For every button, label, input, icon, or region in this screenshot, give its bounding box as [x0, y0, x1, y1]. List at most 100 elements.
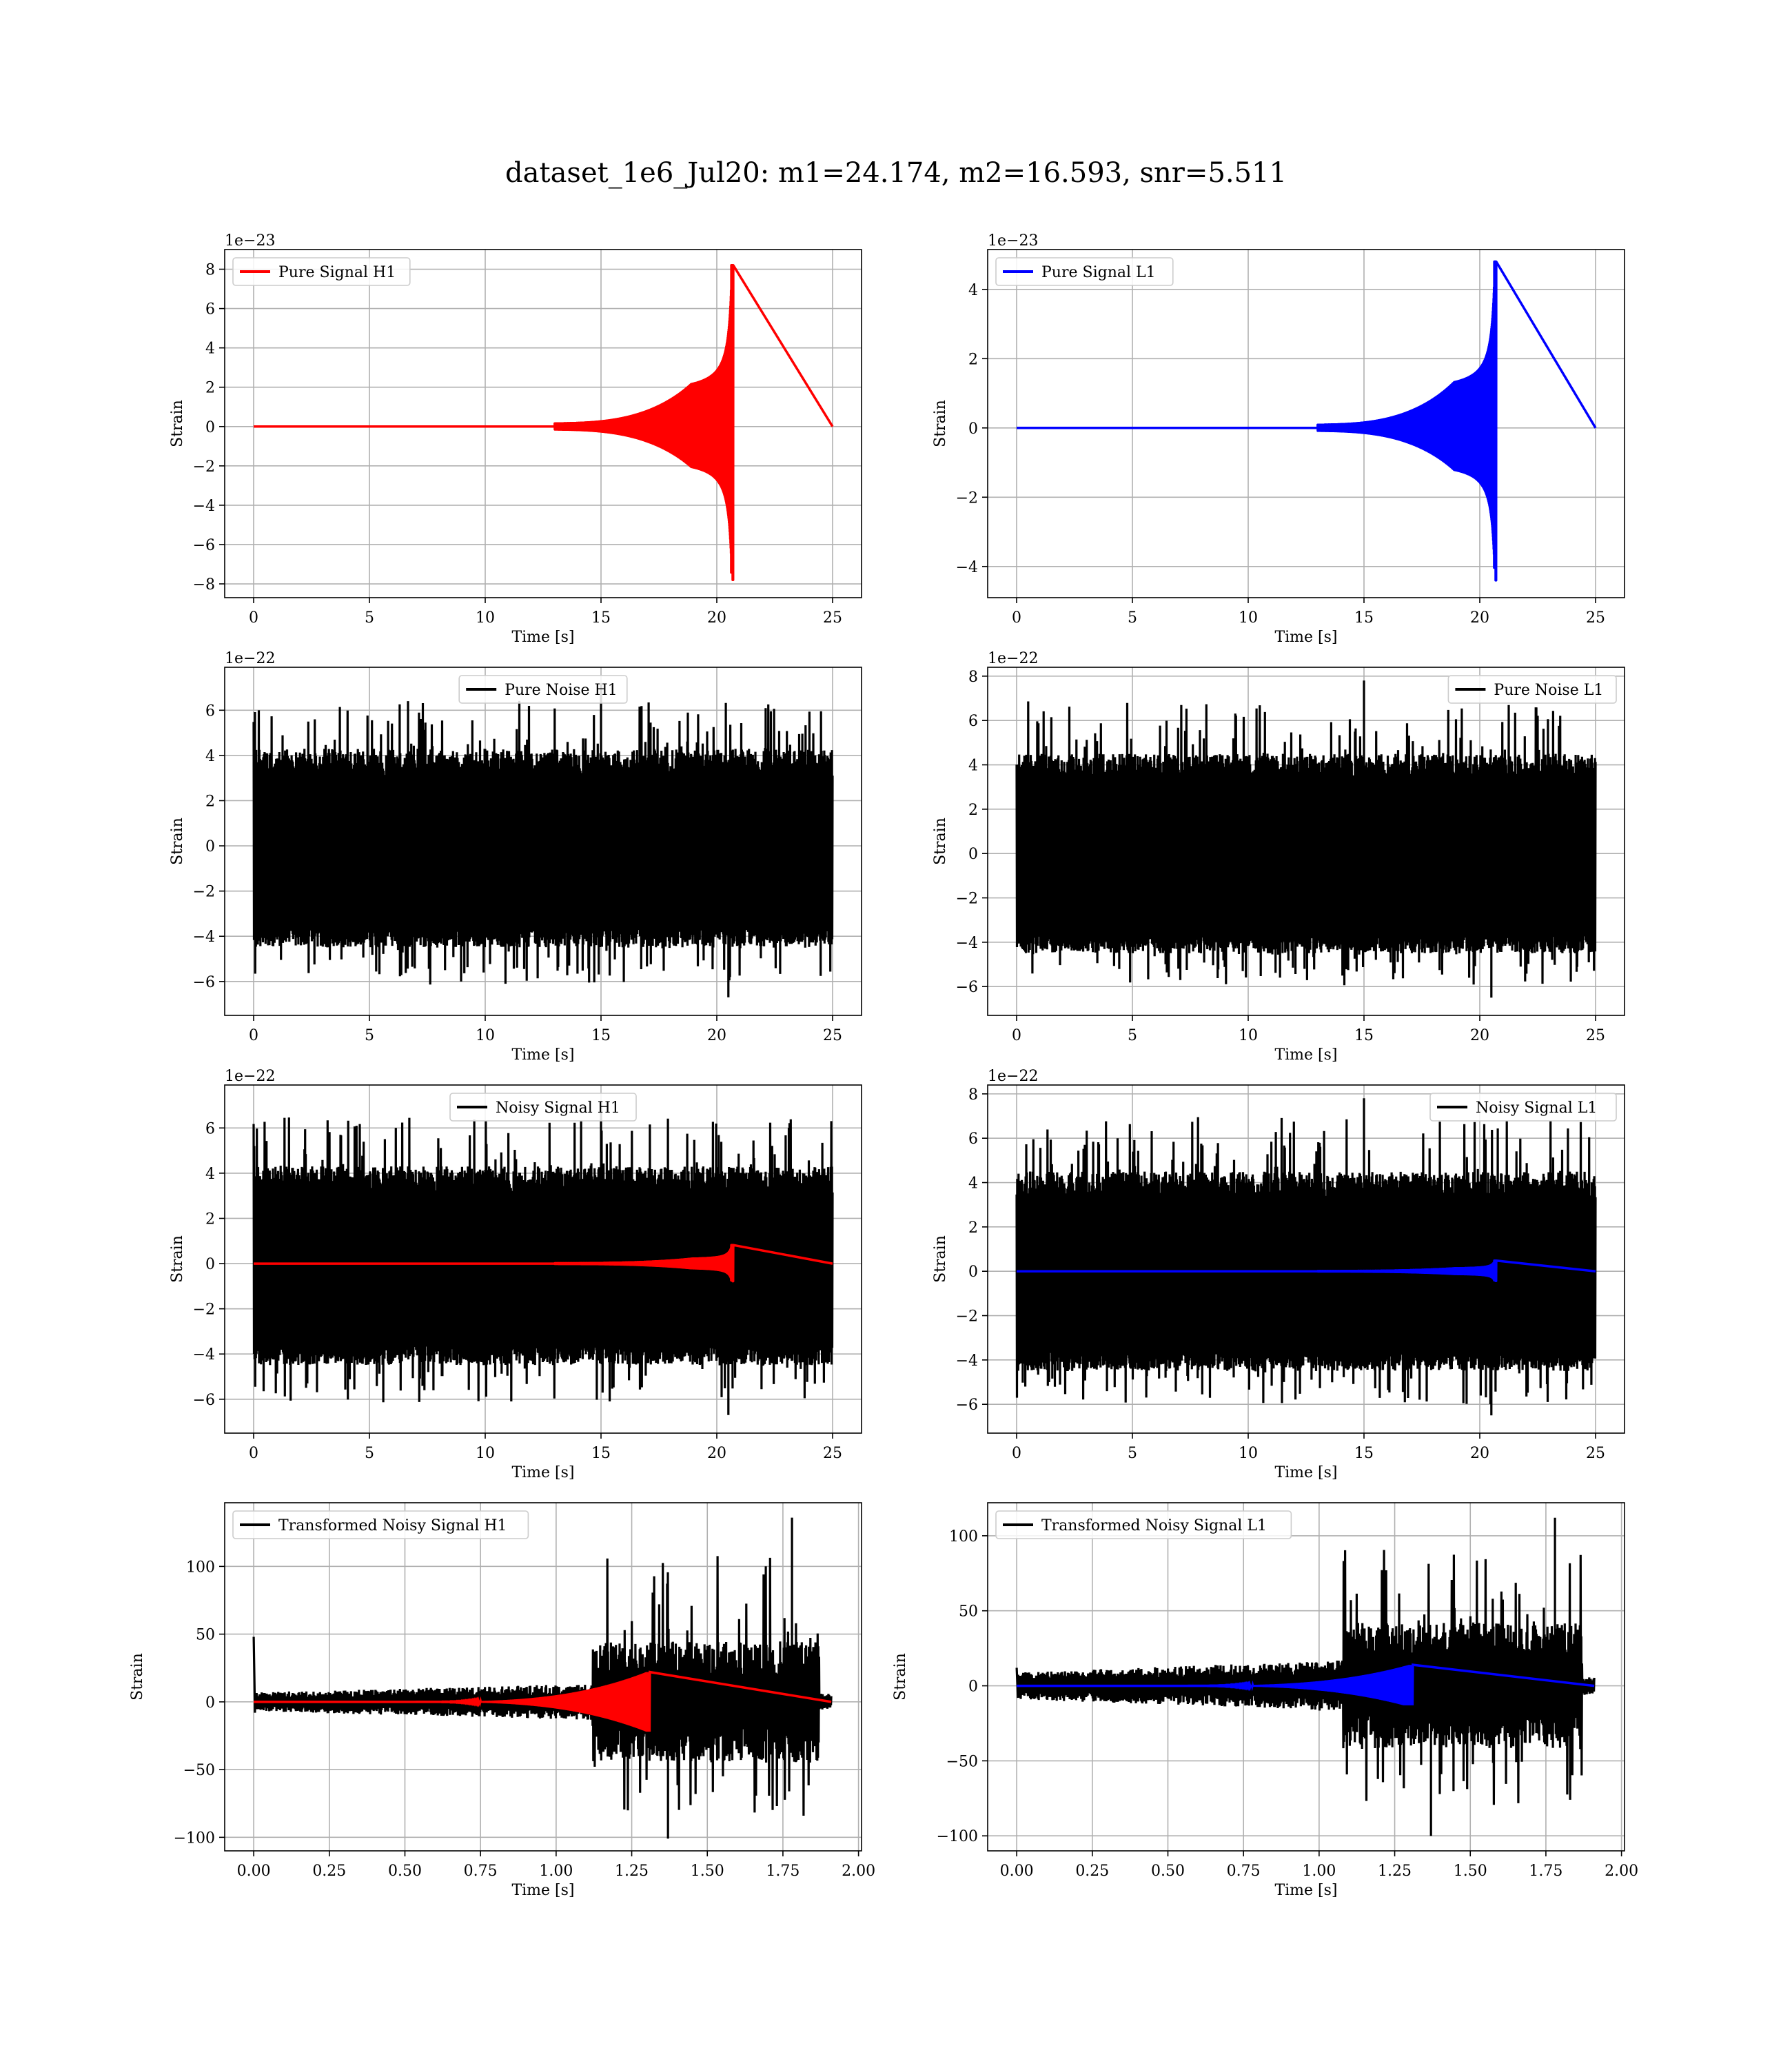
- x-tick-label: 0.25: [1075, 1863, 1109, 1880]
- x-tick-label: 5: [1128, 1445, 1137, 1462]
- legend-label: Pure Signal H1: [278, 264, 396, 281]
- y-tick-label: 0: [968, 1264, 978, 1281]
- y-tick-label: −50: [946, 1753, 978, 1770]
- x-tick-label: 20: [707, 1027, 726, 1044]
- y-tick-label: 2: [205, 380, 215, 397]
- x-tick-label: 15: [1354, 609, 1374, 627]
- y-tick-label: 0: [205, 1256, 215, 1273]
- axes-frame: [224, 1084, 862, 1434]
- x-tick-label: 0: [249, 1027, 258, 1044]
- y-tick-label: 50: [196, 1627, 215, 1644]
- y-tick-label: 6: [968, 713, 978, 730]
- offset-text: 1e−22: [225, 650, 275, 667]
- y-axis-label: Strain: [169, 1235, 186, 1283]
- series-group: [252, 1517, 833, 1839]
- x-tick-label: 1.50: [691, 1863, 724, 1880]
- y-tick-label: −100: [937, 1828, 978, 1845]
- legend-label: Transformed Noisy Signal L1: [1041, 1517, 1267, 1534]
- x-tick-label: 0.50: [1151, 1863, 1185, 1880]
- y-tick-label: 0: [205, 419, 215, 436]
- x-tick-label: 10: [476, 609, 495, 627]
- y-tick-label: 4: [968, 282, 978, 299]
- y-tick-label: 4: [205, 748, 215, 765]
- x-tick-label: 25: [1586, 1445, 1605, 1462]
- y-tick-label: −50: [183, 1762, 215, 1779]
- x-tick-label: 20: [1470, 609, 1489, 627]
- series-group: [1015, 680, 1597, 998]
- y-tick-label: 6: [205, 301, 215, 318]
- legend-box: [1447, 675, 1617, 704]
- x-axis-label: Time [s]: [1274, 1046, 1337, 1064]
- y-tick-label: −2: [956, 489, 978, 507]
- x-tick-label: 20: [707, 609, 726, 627]
- x-tick-label: 1.75: [1529, 1863, 1562, 1880]
- panel-4: 0 5 10 15 20 25 −6 −4 −2 0 2 4 6 8 Time [s] Strain 1e−22…: [932, 650, 1625, 1064]
- axes-frame: [987, 667, 1625, 1016]
- offset-text: 1e−22: [225, 1068, 275, 1085]
- x-tick-label: 5: [365, 1027, 374, 1044]
- x-axis-label: Time [s]: [1274, 1464, 1337, 1481]
- y-tick-label: 2: [968, 351, 978, 368]
- x-axis-label: Time [s]: [511, 1464, 574, 1481]
- x-tick-label: 0: [249, 609, 258, 627]
- y-tick-label: −2: [193, 458, 215, 476]
- y-tick-label: −2: [956, 1308, 978, 1326]
- y-tick-label: −2: [193, 884, 215, 901]
- figure-title: dataset_1e6_Jul20: m1=24.174, m2=16.593,…: [505, 157, 1287, 189]
- y-axis-label: Strain: [169, 400, 186, 447]
- x-tick-label: 0: [249, 1445, 258, 1462]
- axes-frame: [224, 1502, 862, 1852]
- x-tick-label: 15: [591, 1445, 611, 1462]
- legend-box: [458, 675, 628, 704]
- x-tick-label: 5: [365, 609, 374, 627]
- y-tick-label: −6: [193, 1392, 215, 1409]
- series-group: [1015, 1098, 1597, 1416]
- x-tick-label: 20: [1470, 1027, 1489, 1044]
- y-tick-label: 8: [968, 1086, 978, 1104]
- series-line-1: [1017, 1259, 1596, 1283]
- series-line-0: [1015, 1517, 1596, 1836]
- x-tick-label: 0: [1012, 609, 1021, 627]
- x-axis-label: Time [s]: [511, 629, 574, 646]
- y-tick-label: −2: [956, 891, 978, 908]
- series-line-0: [1017, 260, 1597, 582]
- y-tick-label: 2: [205, 1210, 215, 1228]
- x-axis-label: Time [s]: [1274, 1882, 1337, 1899]
- x-tick-label: 25: [823, 1445, 842, 1462]
- x-tick-label: 15: [1354, 1445, 1374, 1462]
- x-tick-label: 25: [823, 609, 842, 627]
- x-tick-label: 20: [1470, 1445, 1489, 1462]
- legend-label: Noisy Signal L1: [1476, 1099, 1597, 1117]
- x-tick-label: 0.00: [237, 1863, 271, 1880]
- x-tick-label: 1.25: [615, 1863, 649, 1880]
- series-line-0: [254, 264, 834, 582]
- x-tick-label: 25: [823, 1027, 842, 1044]
- x-tick-label: 5: [1128, 609, 1137, 627]
- series-group: [252, 683, 834, 997]
- panel-3: 0 5 10 15 20 25 −6 −4 −2 0 2 4 6 Time [s] Strain 1e−22 P…: [169, 650, 862, 1064]
- x-tick-label: 1.00: [1302, 1863, 1336, 1880]
- y-tick-label: 100: [949, 1528, 978, 1545]
- y-tick-label: −4: [193, 498, 215, 515]
- x-tick-label: 0.75: [1227, 1863, 1261, 1880]
- y-axis-label: Strain: [932, 400, 949, 447]
- legend-box: [1429, 1093, 1617, 1122]
- y-tick-label: 6: [968, 1131, 978, 1148]
- panel-8: 0.00 0.25 0.50 0.75 1.00 1.25 1.50 1.75 2.00 −100…: [892, 1502, 1638, 1899]
- y-axis-label: Strain: [892, 1653, 909, 1701]
- y-tick-label: 0: [968, 1679, 978, 1696]
- legend-box: [995, 257, 1174, 286]
- offset-text: 1e−22: [988, 1068, 1038, 1085]
- x-axis-label: Time [s]: [1274, 629, 1337, 646]
- y-tick-label: 4: [205, 341, 215, 358]
- y-tick-label: 50: [959, 1603, 978, 1621]
- x-tick-label: 1.75: [766, 1863, 800, 1880]
- y-tick-label: −100: [174, 1829, 215, 1847]
- x-tick-label: 1.25: [1378, 1863, 1412, 1880]
- y-tick-label: −8: [193, 576, 215, 594]
- legend-label: Noisy Signal H1: [496, 1099, 620, 1117]
- legend-box: [449, 1093, 637, 1122]
- y-tick-label: −4: [193, 1346, 215, 1364]
- y-tick-label: −4: [956, 559, 978, 576]
